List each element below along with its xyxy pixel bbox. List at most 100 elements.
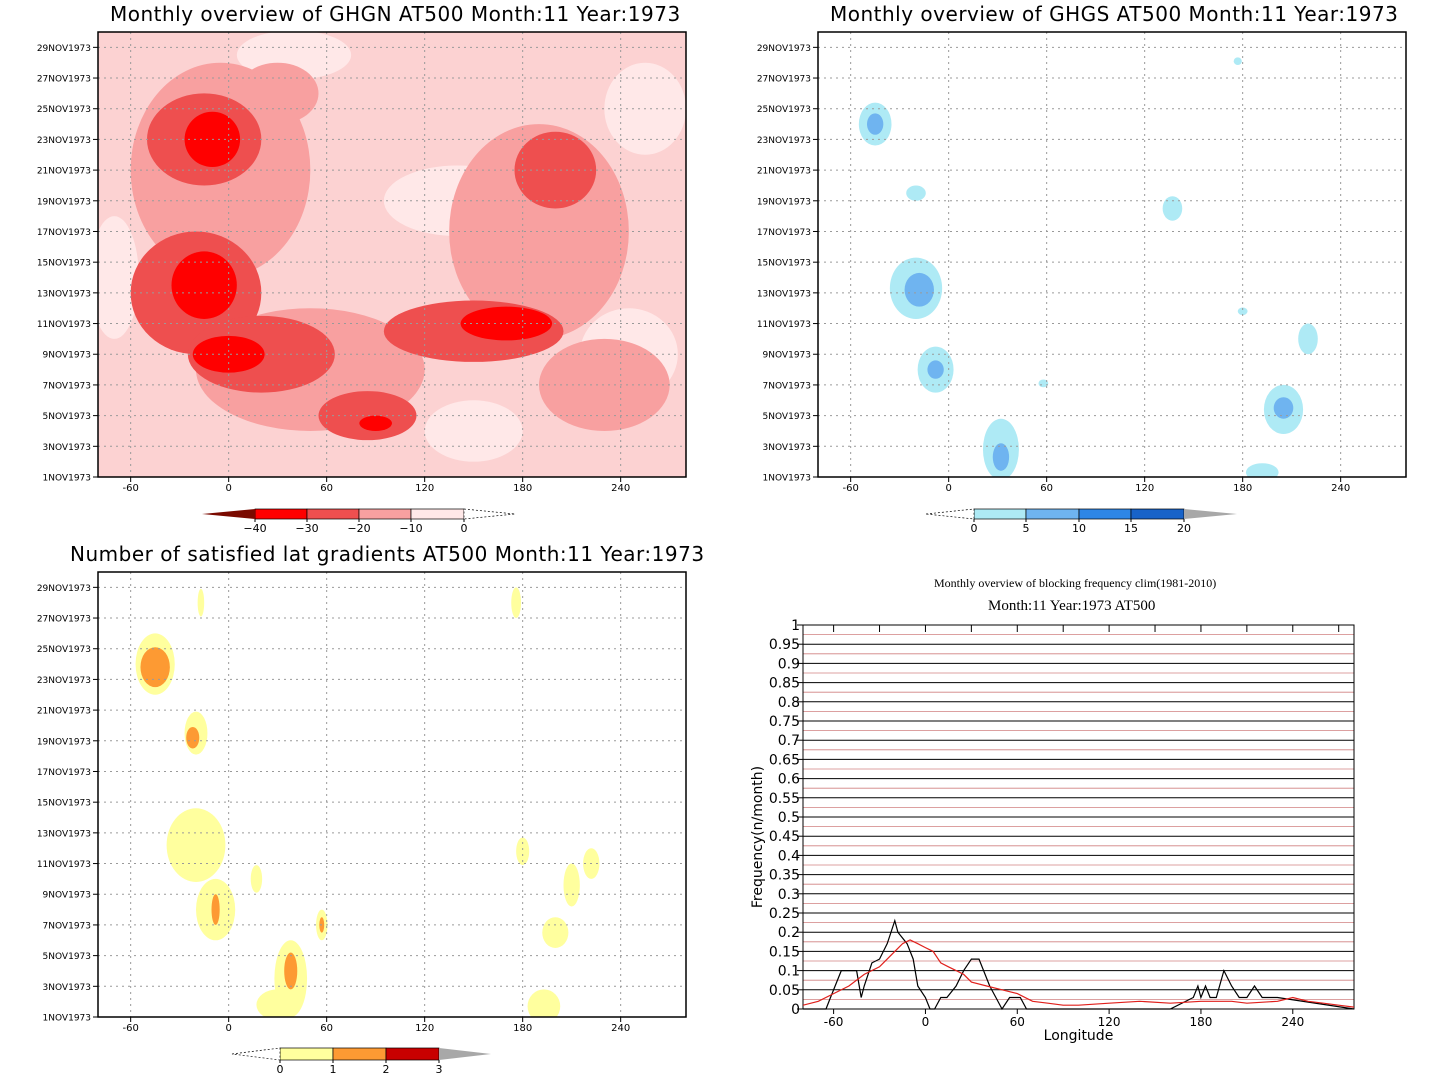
y-tick-label: 1NOV1973 bbox=[43, 474, 91, 484]
colorbar-label: 1 bbox=[330, 1063, 337, 1076]
y-tick-label: 13NOV1973 bbox=[37, 289, 91, 299]
y-tick-label: 0.8 bbox=[778, 695, 800, 711]
x-tick-label: 240 bbox=[1281, 1015, 1304, 1029]
contour-region bbox=[1237, 307, 1248, 316]
contour-region bbox=[166, 808, 226, 882]
y-tick-label: 27NOV1973 bbox=[757, 75, 811, 85]
ghgn-title: Monthly overview of GHGN AT500 Month:11 … bbox=[110, 2, 681, 26]
colorbar-left-arrow bbox=[925, 508, 975, 520]
colorbar-label: 5 bbox=[1023, 522, 1030, 535]
lat-heatmap: -60 0 60 120 180 2401NOV19733NOV19735NOV19737… bbox=[37, 571, 687, 1076]
colorbar-box bbox=[1078, 508, 1132, 520]
colorbar-right-arrow bbox=[1184, 509, 1237, 519]
y-tick-label: 0.1 bbox=[778, 964, 800, 980]
contour-region bbox=[867, 113, 884, 135]
contour-region bbox=[186, 726, 200, 749]
x-tick-label: 0 bbox=[225, 483, 231, 494]
y-tick-label: 0.95 bbox=[769, 637, 800, 653]
y-tick-label: 17NOV1973 bbox=[37, 228, 91, 238]
y-tick-label: 7NOV1973 bbox=[43, 381, 91, 391]
y-tick-label: 0.55 bbox=[769, 791, 800, 807]
x-tick-label: 120 bbox=[415, 483, 434, 494]
x-tick-label: 180 bbox=[1233, 483, 1252, 494]
x-tick-label: -60 bbox=[824, 1015, 844, 1029]
x-tick-label: 120 bbox=[1098, 1015, 1121, 1029]
y-tick-label: 3NOV1973 bbox=[763, 443, 811, 453]
colorbar-box bbox=[410, 508, 465, 520]
y-tick-label: 7NOV1973 bbox=[43, 921, 91, 931]
x-tick-label: 240 bbox=[1331, 483, 1350, 494]
y-tick-label: 11NOV1973 bbox=[37, 860, 91, 870]
y-tick-label: 1NOV1973 bbox=[43, 1014, 91, 1024]
x-tick-label: -60 bbox=[122, 1023, 138, 1034]
contour-region bbox=[906, 185, 926, 201]
y-axis-label: Frequency(n/month) bbox=[750, 766, 766, 908]
contour-region bbox=[424, 400, 523, 462]
series-line-black bbox=[803, 918, 1354, 1011]
y-tick-label: 23NOV1973 bbox=[37, 136, 91, 146]
y-tick-label: 9NOV1973 bbox=[43, 351, 91, 361]
y-tick-label: 25NOV1973 bbox=[37, 105, 91, 115]
colorbar-box bbox=[385, 1047, 440, 1061]
x-tick-label: 60 bbox=[320, 1023, 333, 1034]
y-tick-label: 27NOV1973 bbox=[37, 75, 91, 85]
colorbar-label: −10 bbox=[399, 522, 422, 535]
y-tick-label: 19NOV1973 bbox=[37, 197, 91, 207]
y-tick-label: 0 bbox=[791, 1002, 800, 1018]
x-tick-label: -60 bbox=[842, 483, 858, 494]
colorbar-box bbox=[254, 508, 308, 520]
x-tick-label: 60 bbox=[320, 483, 333, 494]
contour-layer bbox=[858, 57, 1318, 477]
freq-title: Monthly overview of blocking frequency c… bbox=[934, 576, 1217, 590]
contour-region bbox=[171, 251, 237, 319]
y-tick-label: 11NOV1973 bbox=[37, 320, 91, 330]
colorbar-left-arrow bbox=[202, 509, 255, 519]
y-tick-label: 21NOV1973 bbox=[757, 167, 811, 177]
colorbar-box bbox=[306, 508, 360, 520]
y-tick-label: 0.9 bbox=[778, 656, 800, 672]
colorbar-label: −20 bbox=[347, 522, 370, 535]
y-tick-label: 3NOV1973 bbox=[43, 983, 91, 993]
y-tick-label: 11NOV1973 bbox=[757, 320, 811, 330]
contour-region bbox=[1273, 397, 1294, 419]
colorbar-label: 20 bbox=[1177, 522, 1191, 535]
contour-region bbox=[563, 863, 580, 907]
y-tick-label: 19NOV1973 bbox=[757, 197, 811, 207]
y-tick-label: 0.7 bbox=[778, 733, 800, 749]
y-tick-label: 23NOV1973 bbox=[757, 136, 811, 146]
y-tick-label: 3NOV1973 bbox=[43, 443, 91, 453]
y-tick-label: 21NOV1973 bbox=[37, 167, 91, 177]
contour-region bbox=[539, 338, 670, 431]
y-tick-label: 9NOV1973 bbox=[763, 351, 811, 361]
y-tick-label: 19NOV1973 bbox=[37, 737, 91, 747]
ghgs-panel: Monthly overview of GHGS AT500 Month:11 … bbox=[720, 0, 1440, 545]
contour-region bbox=[904, 272, 934, 307]
y-tick-label: 0.2 bbox=[778, 925, 800, 941]
x-tick-label: 180 bbox=[1189, 1015, 1212, 1029]
freq-subtitle: Month:11 Year:1973 AT500 bbox=[988, 598, 1156, 614]
y-tick-label: 0.5 bbox=[778, 810, 800, 826]
y-tick-label: 29NOV1973 bbox=[37, 584, 91, 594]
colorbar: −40 −30 −20 −10 0 bbox=[202, 508, 516, 535]
colorbar-label: −30 bbox=[295, 522, 318, 535]
y-tick-label: 7NOV1973 bbox=[763, 381, 811, 391]
contour-region bbox=[542, 917, 569, 948]
x-tick-label: 120 bbox=[1135, 483, 1154, 494]
y-tick-label: 1NOV1973 bbox=[763, 474, 811, 484]
colorbar: 0 5 10 15 20 bbox=[925, 508, 1237, 535]
contour-region bbox=[359, 415, 392, 431]
y-tick-label: 25NOV1973 bbox=[757, 105, 811, 115]
contour-region bbox=[992, 443, 1010, 471]
colorbar-box bbox=[1025, 508, 1080, 520]
x-tick-label: 240 bbox=[611, 1023, 630, 1034]
y-tick-label: 0.05 bbox=[769, 983, 800, 999]
contour-region bbox=[284, 952, 298, 990]
colorbar-right-arrow bbox=[439, 1048, 491, 1060]
ghgn-heatmap: -60 0 60 120 180 240 1NOV1973 3NOV1973 5NOV1973 7… bbox=[37, 31, 687, 535]
y-tick-label: 5NOV1973 bbox=[43, 412, 91, 422]
colorbar-box bbox=[973, 508, 1027, 520]
ghgs-heatmap: -60 0 60 120 180 240 1NOV1973 3NOV1973 5NOV1973 7… bbox=[757, 31, 1407, 535]
y-tick-label: 0.85 bbox=[769, 676, 800, 692]
x-tick-label: -60 bbox=[122, 483, 138, 494]
y-tick-label: 29NOV1973 bbox=[757, 44, 811, 54]
